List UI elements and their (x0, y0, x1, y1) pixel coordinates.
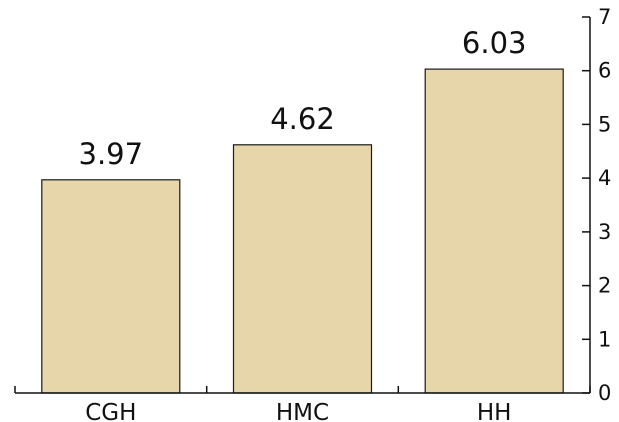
labels-layer: 3.97 CGH 4.62 HMC 6.03 HH 0 1 2 3 4 5 6 7 (79, 5, 612, 422)
axes-layer (14, 16, 591, 394)
x-tick-label-hh: HH (477, 400, 512, 422)
y-tick-label-7: 7 (598, 5, 611, 29)
x-tick-label-hmc: HMC (276, 400, 329, 422)
y-tick-label-4: 4 (598, 166, 611, 190)
x-tick-label-cgh: CGH (85, 400, 136, 422)
y-tick-label-1: 1 (598, 327, 611, 351)
y-tick-label-2: 2 (598, 274, 611, 298)
data-label-hmc: 4.62 (270, 102, 335, 136)
y-tick-label-0: 0 (598, 381, 611, 405)
bars-layer (41, 68, 564, 394)
data-label-cgh: 3.97 (79, 137, 144, 171)
data-label-hh: 6.03 (462, 26, 527, 60)
y-tick-label-5: 5 (598, 112, 611, 136)
y-tick-label-6: 6 (598, 59, 611, 83)
bar-cgh (41, 179, 181, 394)
y-tick-label-3: 3 (598, 220, 611, 244)
bar-hh (424, 68, 564, 394)
bar-hmc (232, 144, 373, 394)
